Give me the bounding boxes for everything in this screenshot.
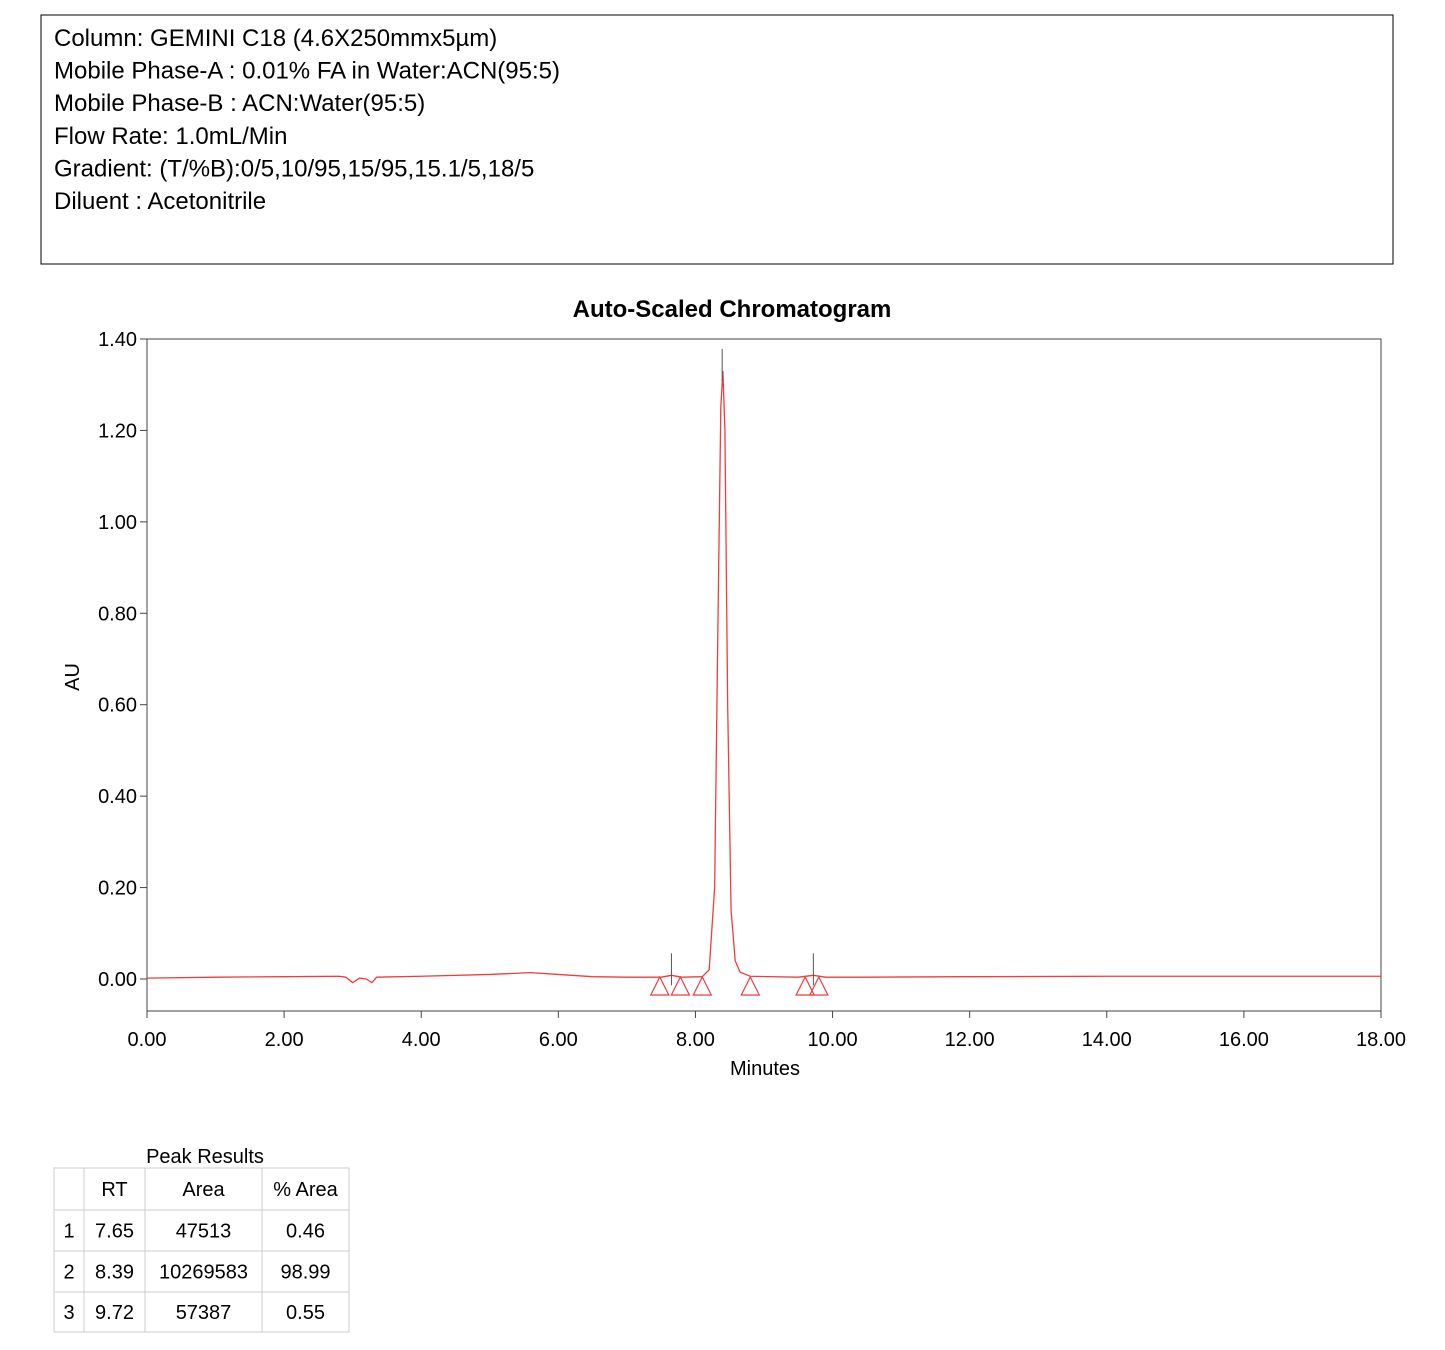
y-tick-label: 0.80 <box>98 603 137 625</box>
table-header: % Area <box>273 1179 338 1201</box>
x-tick-label: 6.00 <box>539 1029 578 1051</box>
header-line: Mobile Phase-A : 0.01% FA in Water:ACN(9… <box>54 58 560 85</box>
y-tick-label: 0.60 <box>98 695 137 717</box>
integration-mark <box>795 975 816 996</box>
x-tick-label: 0.00 <box>128 1029 167 1051</box>
table-header: Area <box>182 1179 225 1201</box>
table-cell-text: 8.39 <box>95 1262 134 1284</box>
x-tick-label: 14.00 <box>1082 1029 1132 1051</box>
x-axis-label: Minutes <box>730 1058 800 1080</box>
y-tick-label: 0.20 <box>98 878 137 900</box>
integration-mark <box>670 975 691 996</box>
plot-frame <box>146 338 1382 1012</box>
table-cell-text: 57387 <box>176 1302 232 1324</box>
x-tick-label: 16.00 <box>1219 1029 1269 1051</box>
y-tick-label: 1.00 <box>98 512 137 534</box>
table-cell <box>53 1167 85 1211</box>
header-line: Flow Rate: 1.0mL/Min <box>54 123 287 150</box>
table-cell-text: 2 <box>63 1262 74 1284</box>
y-tick-label: 0.00 <box>98 969 137 991</box>
header-box <box>40 14 1394 265</box>
table-cell-text: 9.72 <box>95 1302 134 1324</box>
x-tick-label: 8.00 <box>676 1029 715 1051</box>
x-tick-label: 18.00 <box>1356 1029 1406 1051</box>
x-tick-label: 2.00 <box>265 1029 304 1051</box>
x-tick-label: 12.00 <box>945 1029 995 1051</box>
header-line: Diluent : Acetonitrile <box>54 188 266 215</box>
table-cell-text: 3 <box>63 1302 74 1324</box>
header-line: Gradient: (T/%B):0/5,10/95,15/95,15.1/5,… <box>54 155 534 182</box>
integration-mark <box>808 975 829 996</box>
x-tick-label: 10.00 <box>808 1029 858 1051</box>
y-tick-label: 1.20 <box>98 420 137 442</box>
chart-title: Auto-Scaled Chromatogram <box>573 296 892 323</box>
integration-mark <box>649 975 670 996</box>
table-cell-text: 0.46 <box>286 1221 325 1243</box>
table-cell-text: 98.99 <box>280 1262 330 1284</box>
header-line: Mobile Phase-B : ACN:Water(95:5) <box>54 90 425 117</box>
table-cell-text: 10269583 <box>159 1262 248 1284</box>
x-tick-label: 4.00 <box>402 1029 441 1051</box>
table-header: RT <box>101 1179 127 1201</box>
trace <box>146 370 1381 984</box>
table-cell-text: 0.55 <box>286 1302 325 1324</box>
y-tick-label: 0.40 <box>98 786 137 808</box>
y-axis-label: AU <box>62 663 84 691</box>
table-cell-text: 47513 <box>176 1221 232 1243</box>
y-tick-label: 1.40 <box>98 329 137 351</box>
integration-mark <box>692 975 713 996</box>
table-title: Peak Results <box>146 1146 264 1168</box>
table-cell <box>261 1291 350 1333</box>
header-line: Column: GEMINI C18 (4.6X250mmx5µm) <box>54 25 497 52</box>
table-cell-text: 1 <box>63 1221 74 1243</box>
table-cell-text: 7.65 <box>95 1221 134 1243</box>
integration-mark <box>740 975 761 996</box>
